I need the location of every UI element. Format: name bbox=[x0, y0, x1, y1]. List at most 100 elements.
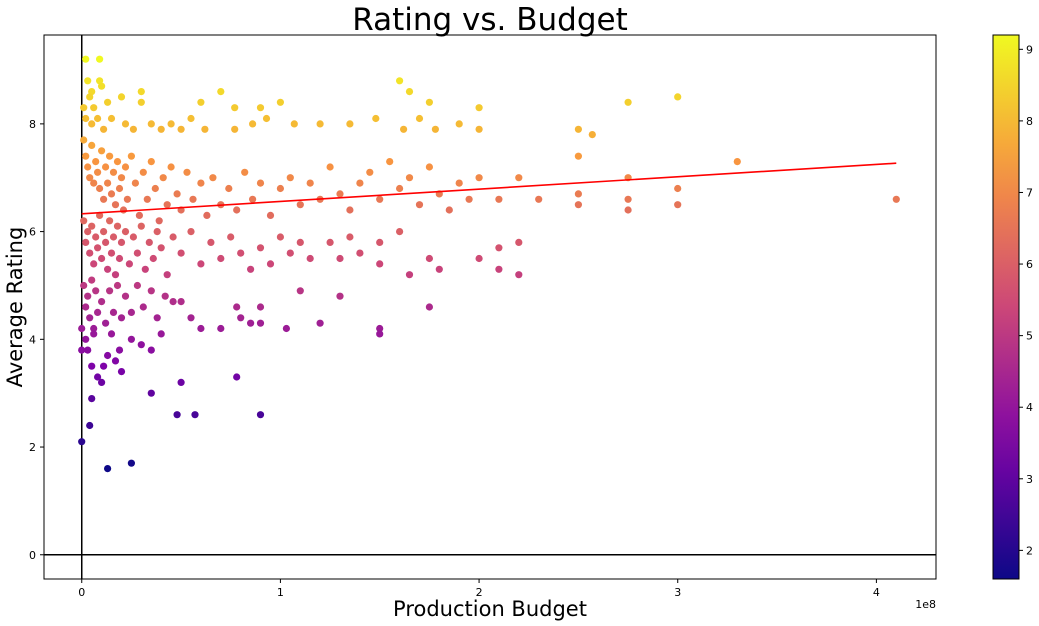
data-point bbox=[117, 238, 126, 246]
data-point bbox=[109, 308, 118, 316]
data-point bbox=[191, 411, 199, 419]
data-point bbox=[157, 244, 165, 252]
data-point bbox=[139, 303, 147, 311]
data-point bbox=[86, 174, 94, 182]
data-point bbox=[187, 228, 195, 236]
data-point bbox=[109, 168, 118, 176]
data-point bbox=[415, 114, 424, 123]
data-point bbox=[117, 368, 126, 376]
data-point bbox=[157, 125, 165, 133]
data-point bbox=[396, 228, 404, 236]
data-point bbox=[241, 168, 249, 176]
colorbar: 2 3 4 5 6 7 8 9 bbox=[992, 34, 1033, 580]
data-point bbox=[82, 335, 90, 343]
data-point bbox=[107, 114, 116, 123]
data-point bbox=[153, 228, 161, 236]
data-point bbox=[115, 254, 124, 263]
data-point bbox=[515, 271, 523, 279]
data-point bbox=[88, 362, 96, 370]
chart-title: Rating vs. Budget bbox=[352, 2, 628, 38]
data-point bbox=[147, 158, 155, 166]
data-point bbox=[237, 249, 245, 257]
data-point bbox=[574, 125, 583, 133]
data-point bbox=[80, 104, 88, 112]
data-point bbox=[82, 238, 90, 246]
colorbar-tick-label: 8 bbox=[1026, 115, 1033, 128]
data-point bbox=[155, 217, 163, 225]
data-point bbox=[78, 324, 86, 333]
data-point bbox=[249, 195, 257, 203]
data-point bbox=[84, 163, 92, 171]
data-point bbox=[80, 136, 88, 144]
data-point bbox=[405, 174, 414, 182]
data-point bbox=[106, 287, 114, 295]
data-point bbox=[574, 190, 583, 198]
data-point bbox=[88, 276, 96, 284]
data-point bbox=[316, 120, 324, 128]
data-point bbox=[376, 330, 384, 338]
data-point bbox=[495, 195, 503, 203]
data-point bbox=[177, 378, 185, 386]
data-point bbox=[425, 98, 433, 106]
data-point bbox=[106, 152, 114, 160]
data-point bbox=[137, 88, 145, 96]
data-point bbox=[133, 249, 141, 257]
data-point bbox=[207, 238, 215, 246]
data-point bbox=[455, 179, 463, 187]
data-point bbox=[96, 55, 104, 63]
data-point bbox=[104, 98, 112, 106]
y-tick-label: 8 bbox=[29, 118, 36, 131]
colorbar-tick-label: 6 bbox=[1026, 258, 1033, 271]
data-point bbox=[201, 125, 209, 133]
data-point bbox=[98, 82, 106, 90]
data-point bbox=[163, 271, 171, 279]
data-point bbox=[574, 152, 583, 160]
plot-frame bbox=[43, 34, 937, 580]
data-point bbox=[366, 168, 374, 176]
x-tick-label: 2 bbox=[476, 586, 483, 599]
data-point bbox=[231, 104, 239, 112]
data-point bbox=[86, 421, 94, 430]
data-point bbox=[233, 206, 241, 214]
data-point bbox=[94, 244, 102, 252]
data-point bbox=[535, 195, 543, 203]
data-point bbox=[107, 190, 116, 198]
data-point bbox=[90, 260, 98, 268]
data-point bbox=[119, 206, 128, 214]
data-point bbox=[674, 184, 682, 193]
data-point bbox=[104, 265, 112, 273]
data-point bbox=[135, 211, 143, 219]
data-point bbox=[372, 114, 380, 123]
data-point bbox=[94, 308, 102, 316]
data-point bbox=[475, 104, 483, 112]
data-point bbox=[177, 125, 185, 133]
data-point bbox=[121, 292, 130, 300]
data-point bbox=[233, 303, 241, 311]
colorbar-tick-label: 9 bbox=[1026, 43, 1033, 56]
data-point bbox=[104, 465, 112, 473]
data-point bbox=[256, 179, 265, 187]
data-point bbox=[92, 233, 100, 241]
data-point bbox=[127, 152, 135, 160]
data-point bbox=[82, 152, 90, 160]
data-point bbox=[256, 244, 265, 252]
data-point bbox=[137, 341, 145, 349]
data-point bbox=[115, 346, 124, 354]
data-point bbox=[425, 163, 433, 171]
data-point bbox=[88, 141, 96, 149]
data-point bbox=[161, 292, 169, 300]
data-point bbox=[515, 174, 523, 182]
data-point bbox=[256, 104, 265, 112]
data-point bbox=[197, 260, 205, 268]
y-tick-label: 0 bbox=[29, 549, 36, 562]
data-point bbox=[90, 324, 98, 333]
data-point bbox=[177, 249, 185, 257]
data-point bbox=[435, 265, 443, 273]
data-point bbox=[256, 303, 265, 311]
x-tick-label: 4 bbox=[873, 586, 880, 599]
data-point bbox=[624, 195, 632, 203]
data-point bbox=[129, 125, 137, 133]
data-point bbox=[183, 168, 191, 176]
data-point bbox=[376, 324, 384, 333]
y-axis-label: Average Rating bbox=[3, 227, 27, 388]
